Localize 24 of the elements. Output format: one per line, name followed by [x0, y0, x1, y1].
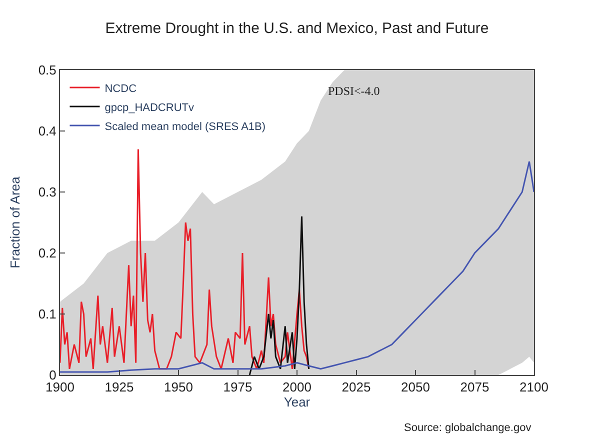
x-tick-label: 1925	[104, 380, 134, 395]
y-tick-label: 0.1	[38, 306, 56, 322]
x-tick-label: 2025	[342, 380, 371, 395]
annotation: PDSI<-4.0	[328, 84, 380, 98]
y-tick-label: 0.5	[38, 62, 56, 78]
source-note: Source: globalchange.gov	[404, 422, 532, 434]
line-series	[60, 160, 534, 373]
line-series	[60, 148, 310, 370]
x-tick-label: 2050	[401, 380, 430, 395]
line-series	[248, 216, 310, 375]
x-tick-label: 1975	[223, 380, 252, 395]
x-tick-label: 1950	[164, 380, 193, 395]
legend-label: gpcp_HADCRUTv	[104, 102, 194, 114]
y-axis-title: Fraction of Area	[7, 176, 22, 268]
x-tick-label: 2075	[460, 380, 490, 395]
legend-label: NCDC	[104, 82, 137, 95]
chart-title: Extreme Drought in the U.S. and Mexico, Past and Future	[105, 20, 489, 37]
y-tick-label: 0.4	[38, 124, 56, 139]
y-tick-label: 0.2	[38, 246, 56, 261]
y-tick-label: 0.3	[38, 184, 56, 200]
x-tick-label: 2100	[520, 380, 548, 395]
x-tick-label: 2000	[282, 380, 312, 395]
legend-label: Scaled mean model (SRES A1B)	[104, 120, 266, 133]
x-axis-title: Year	[284, 394, 311, 410]
